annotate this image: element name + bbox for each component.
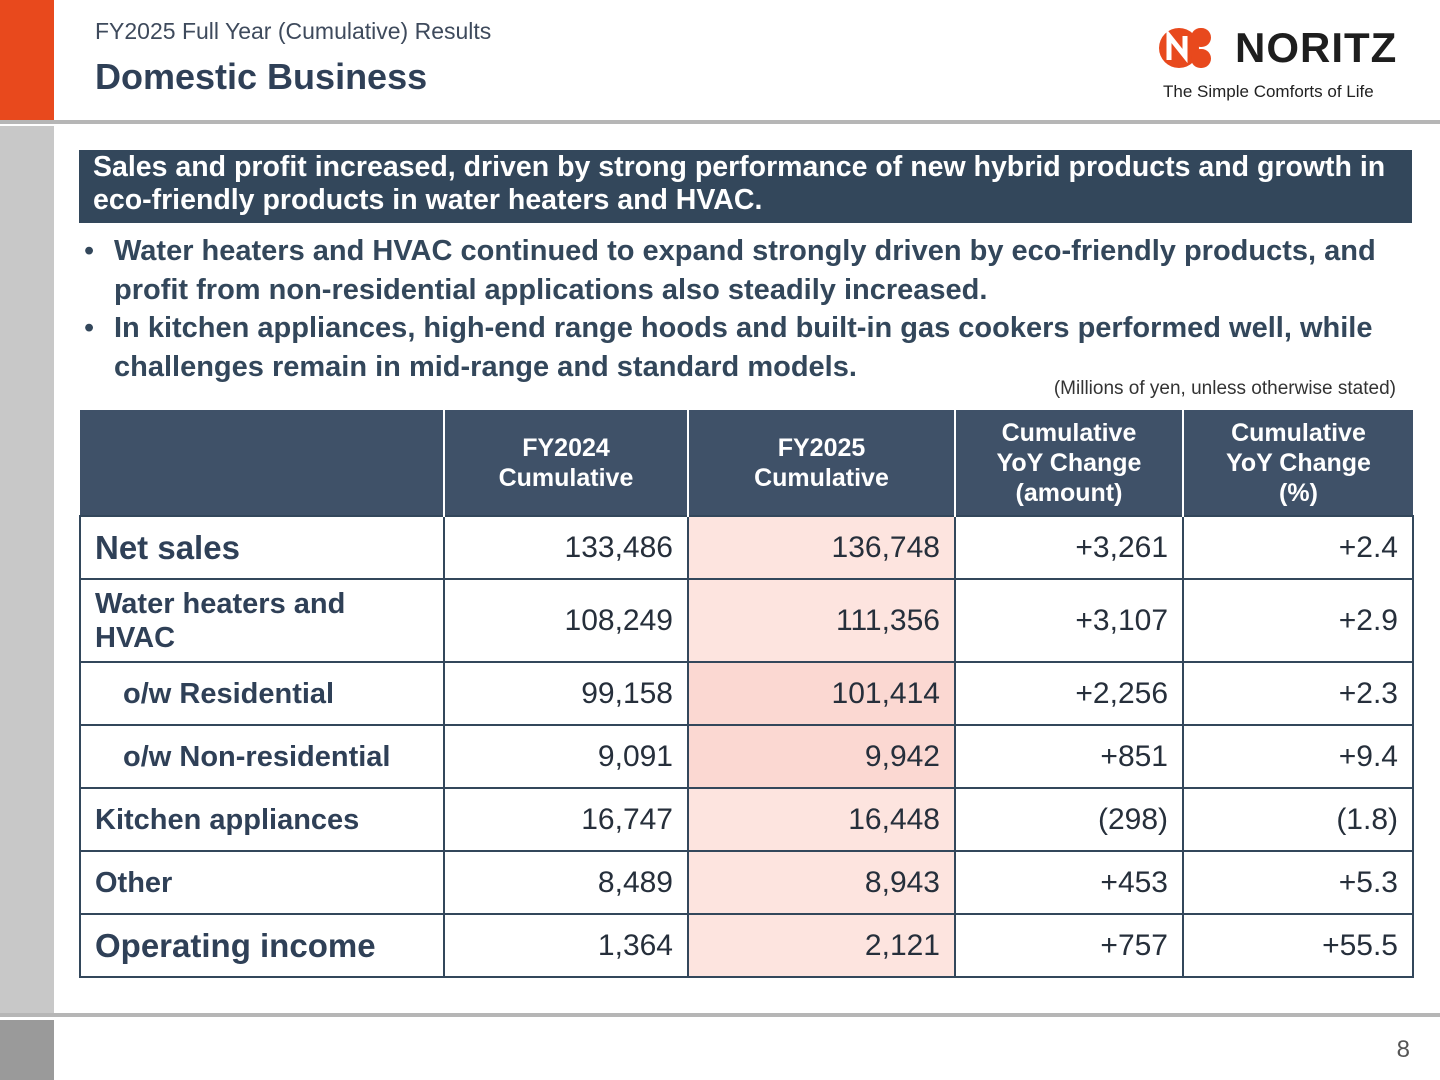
header-blank — [80, 410, 444, 516]
bullet-list: • Water heaters and HVAC continued to exp… — [84, 232, 1414, 386]
header-divider — [0, 120, 1440, 124]
cell-fy2024: 99,158 — [443, 661, 689, 726]
table-row-water-heaters: Water heaters and HVAC 108,249 111,356 +… — [79, 578, 1414, 663]
results-table: FY2024 Cumulative FY2025 Cumulative Cumula… — [79, 410, 1414, 978]
row-label: o/w Non-residential — [79, 724, 445, 789]
slide-title: Domestic Business — [95, 56, 428, 97]
bullet-icon: • — [84, 312, 95, 344]
cell-fy2024: 108,249 — [443, 578, 689, 663]
cell-fy2025: 8,943 — [687, 850, 956, 915]
cell-yoy-amount: +757 — [954, 913, 1184, 978]
cell-fy2025: 2,121 — [687, 913, 956, 978]
cell-fy2024: 9,091 — [443, 724, 689, 789]
logo-wordmark: NORITZ — [1235, 24, 1398, 71]
cell-fy2025: 9,942 — [687, 724, 956, 789]
cell-yoy-percent: +2.3 — [1182, 661, 1414, 726]
cell-fy2025: 136,748 — [687, 515, 956, 580]
noritz-logo: NORITZ The Simple Comforts of Life — [1155, 22, 1400, 106]
slide-subtitle: FY2025 Full Year (Cumulative) Results — [95, 18, 492, 44]
table-row-non-residential: o/w Non-residential 9,091 9,942 +851 +9.… — [79, 724, 1414, 789]
cell-yoy-percent: +2.9 — [1182, 578, 1414, 663]
cell-yoy-amount: +3,107 — [954, 578, 1184, 663]
row-label: Other — [79, 850, 445, 915]
cell-yoy-amount: +3,261 — [954, 515, 1184, 580]
bullet-icon: • — [84, 235, 95, 267]
row-label: Operating income — [79, 913, 445, 978]
row-label: Net sales — [79, 515, 445, 580]
cell-fy2024: 1,364 — [443, 913, 689, 978]
cell-yoy-amount: (298) — [954, 787, 1184, 852]
cell-yoy-percent: +55.5 — [1182, 913, 1414, 978]
table-row-other: Other 8,489 8,943 +453 +5.3 — [79, 850, 1414, 915]
table-row-net-sales: Net sales 133,486 136,748 +3,261 +2.4 — [79, 515, 1414, 580]
cell-yoy-percent: (1.8) — [1182, 787, 1414, 852]
cell-yoy-amount: +851 — [954, 724, 1184, 789]
table-header-row: FY2024 Cumulative FY2025 Cumulative Cumula… — [80, 410, 1413, 516]
noritz-logo-mark-icon — [1159, 28, 1211, 68]
header-yoy-amount: Cumulative YoY Change (amount) — [954, 410, 1183, 516]
bullet-text: In kitchen appliances, high-end range ho… — [114, 312, 1373, 383]
headline-banner: Sales and profit increased, driven by st… — [79, 150, 1412, 223]
cell-fy2024: 133,486 — [443, 515, 689, 580]
cell-yoy-percent: +5.3 — [1182, 850, 1414, 915]
logo-tagline: The Simple Comforts of Life — [1163, 82, 1374, 101]
row-label: Water heaters and HVAC — [79, 578, 445, 663]
cell-yoy-percent: +2.4 — [1182, 515, 1414, 580]
table-row-kitchen: Kitchen appliances 16,747 16,448 (298) (… — [79, 787, 1414, 852]
cell-fy2025: 101,414 — [687, 661, 956, 726]
table-row-operating-income: Operating income 1,364 2,121 +757 +55.5 — [79, 913, 1414, 978]
side-bar — [0, 126, 54, 1016]
footer-divider — [0, 1013, 1440, 1017]
cell-fy2024: 16,747 — [443, 787, 689, 852]
accent-bar — [0, 0, 54, 120]
row-label: o/w Residential — [79, 661, 445, 726]
units-note: (Millions of yen, unless otherwise state… — [1053, 378, 1396, 399]
cell-yoy-amount: +453 — [954, 850, 1184, 915]
row-label: Kitchen appliances — [79, 787, 445, 852]
cell-yoy-amount: +2,256 — [954, 661, 1184, 726]
bullet-text: Water heaters and HVAC continued to expa… — [114, 235, 1376, 306]
cell-fy2024: 8,489 — [443, 850, 689, 915]
cell-yoy-percent: +9.4 — [1182, 724, 1414, 789]
table-row-residential: o/w Residential 99,158 101,414 +2,256 +2… — [79, 661, 1414, 726]
side-bar-footer — [0, 1020, 54, 1080]
header-yoy-percent: Cumulative YoY Change (%) — [1182, 410, 1413, 516]
page-number: 8 — [1396, 1036, 1410, 1063]
bullet-item: • In kitchen appliances, high-end range h… — [84, 309, 1414, 386]
bullet-item: • Water heaters and HVAC continued to exp… — [84, 232, 1414, 309]
header-fy2025: FY2025 Cumulative — [687, 410, 955, 516]
header-fy2024: FY2024 Cumulative — [443, 410, 688, 516]
cell-fy2025: 111,356 — [687, 578, 956, 663]
cell-fy2025: 16,448 — [687, 787, 956, 852]
